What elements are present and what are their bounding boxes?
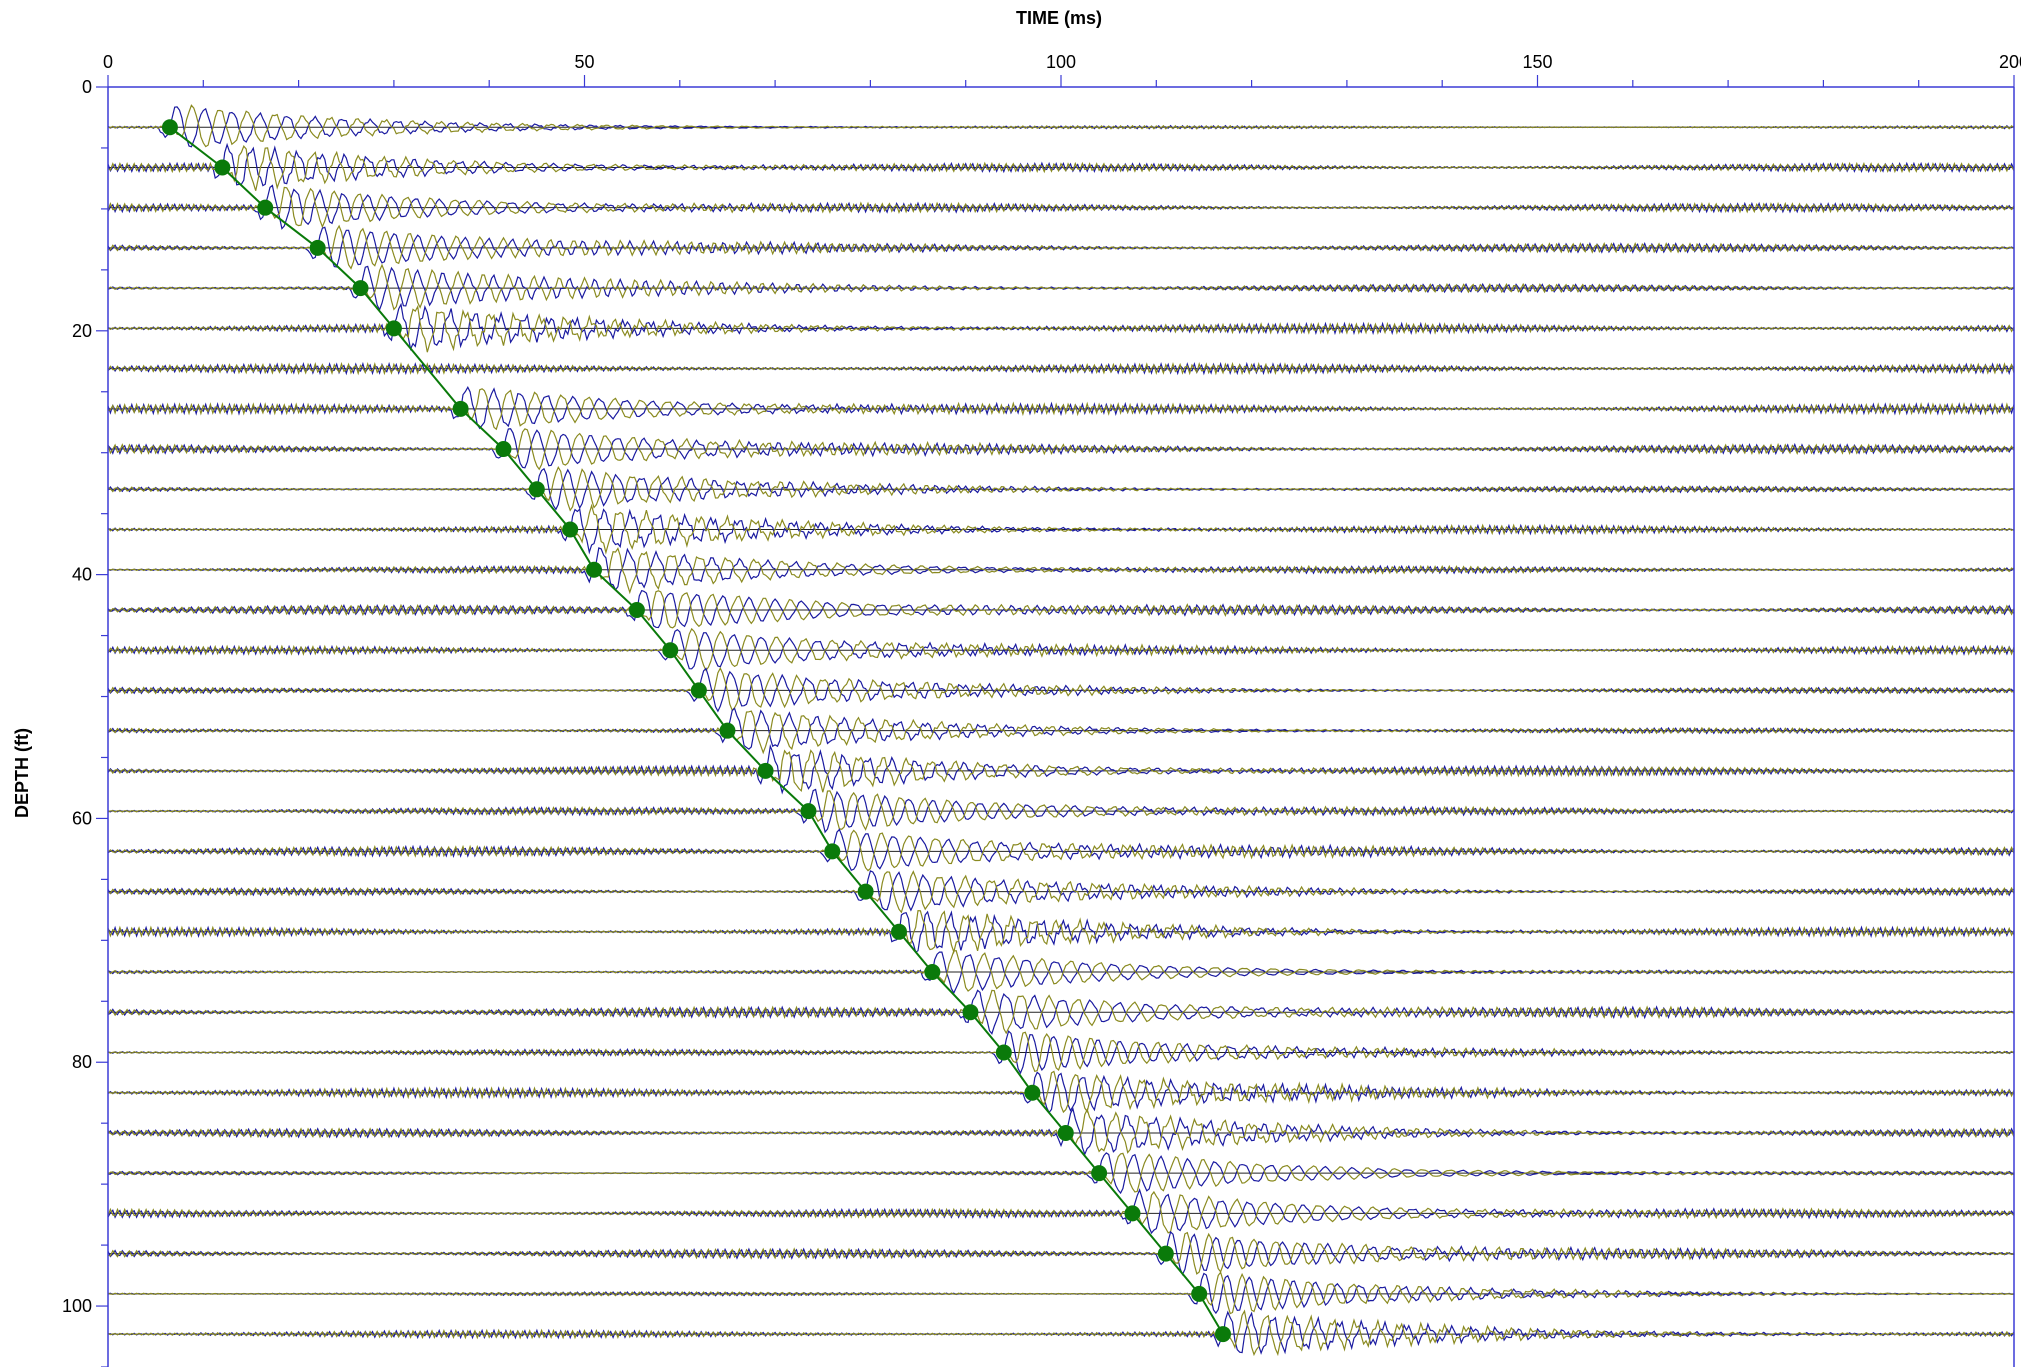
pick-point	[1024, 1084, 1041, 1101]
y-tick-label: 100	[62, 1296, 92, 1316]
y-tick-label: 80	[72, 1052, 92, 1072]
trace-waveform-b	[107, 1270, 2015, 1315]
trace-waveform-b	[107, 909, 2015, 955]
pick-point	[857, 883, 874, 900]
first-arrival-picks	[161, 119, 1232, 1343]
pick-point	[890, 923, 907, 940]
trace-waveform-b	[107, 104, 2015, 148]
trace-waveform-b	[107, 829, 2015, 872]
x-tick-label: 50	[574, 52, 594, 72]
trace-waveform-b	[107, 666, 2015, 712]
y-tick-label: 20	[72, 321, 92, 341]
trace-waveform-b	[107, 263, 2015, 311]
pick-point	[1191, 1285, 1208, 1302]
trace-waveform-b	[107, 749, 2015, 793]
pick-point	[719, 722, 736, 739]
y-axis-title: DEPTH (ft)	[12, 728, 32, 818]
pick-line	[169, 126, 1224, 1335]
trace-waveform-b	[107, 627, 2015, 672]
trace-waveform-b	[107, 224, 2015, 270]
pick-point	[800, 803, 817, 820]
trace-waveform-a	[107, 707, 2015, 750]
y-tick-label: 40	[72, 565, 92, 585]
trace-waveform-b	[107, 710, 2015, 755]
trace-waveform-b	[107, 547, 2015, 595]
y-tick-label: 0	[82, 77, 92, 97]
pick-point	[385, 320, 402, 337]
trace-group	[107, 104, 2015, 1357]
pick-point	[995, 1044, 1012, 1061]
trace-waveform-b	[107, 1152, 2015, 1193]
pick-point	[1057, 1124, 1074, 1141]
pick-point	[628, 601, 645, 618]
trace-waveform-b	[107, 870, 2015, 914]
pick-point	[1215, 1326, 1232, 1343]
x-tick-label: 0	[103, 52, 113, 72]
x-tick-label: 100	[1046, 52, 1076, 72]
x-tick-label: 200	[1999, 52, 2021, 72]
trace-waveform-a	[107, 828, 2015, 871]
y-tick-label: 60	[72, 808, 92, 828]
trace-waveform-b	[107, 1231, 2015, 1275]
pick-point	[352, 280, 369, 297]
trace-waveform-b	[107, 989, 2015, 1035]
pick-point	[1157, 1245, 1174, 1262]
pick-point	[452, 400, 469, 417]
pick-point	[1091, 1165, 1108, 1182]
trace-waveform-b	[107, 503, 2015, 555]
pick-point	[662, 642, 679, 659]
trace-waveform-a	[107, 989, 2015, 1035]
trace-waveform-a	[107, 743, 2015, 795]
trace-waveform-b	[107, 1309, 2015, 1357]
pick-point	[962, 1004, 979, 1021]
x-tick-label: 150	[1522, 52, 1552, 72]
trace-waveform-a	[107, 547, 2015, 591]
trace-waveform-b	[107, 361, 2015, 376]
x-axis-title: TIME (ms)	[1016, 8, 1102, 28]
trace-waveform-b	[107, 790, 2015, 831]
trace-waveform-b	[107, 1070, 2015, 1114]
pick-point	[757, 762, 774, 779]
trace-waveform-b	[107, 1190, 2015, 1234]
trace-waveform-a	[107, 667, 2015, 713]
pick-point	[924, 964, 941, 981]
pick-point	[495, 441, 512, 458]
pick-point	[1124, 1205, 1141, 1222]
axes-group: 0 50 100 150 200 0 20 40 60 80 100	[62, 52, 2021, 1367]
pick-point	[161, 119, 178, 136]
trace-waveform-b	[107, 428, 2015, 471]
pick-point	[214, 159, 231, 176]
trace-waveform-b	[107, 1031, 2015, 1073]
trace-waveform-a	[107, 1107, 2015, 1156]
trace-waveform-a	[107, 226, 2015, 268]
trace-waveform-b	[107, 950, 2015, 992]
pick-point	[257, 199, 274, 216]
trace-waveform-b	[107, 304, 2015, 353]
trace-waveform-b	[107, 186, 2015, 229]
trace-waveform-b	[107, 388, 2015, 431]
trace-waveform-b	[107, 145, 2015, 191]
pick-point	[309, 239, 326, 256]
trace-waveform-a	[107, 628, 2015, 670]
trace-waveform-a	[107, 184, 2015, 230]
pick-point	[528, 481, 545, 498]
trace-waveform-b	[107, 590, 2015, 629]
pick-point	[690, 682, 707, 699]
pick-point	[586, 561, 603, 578]
pick-point	[824, 843, 841, 860]
pick-point	[562, 521, 579, 538]
trace-waveform-b	[107, 465, 2015, 512]
